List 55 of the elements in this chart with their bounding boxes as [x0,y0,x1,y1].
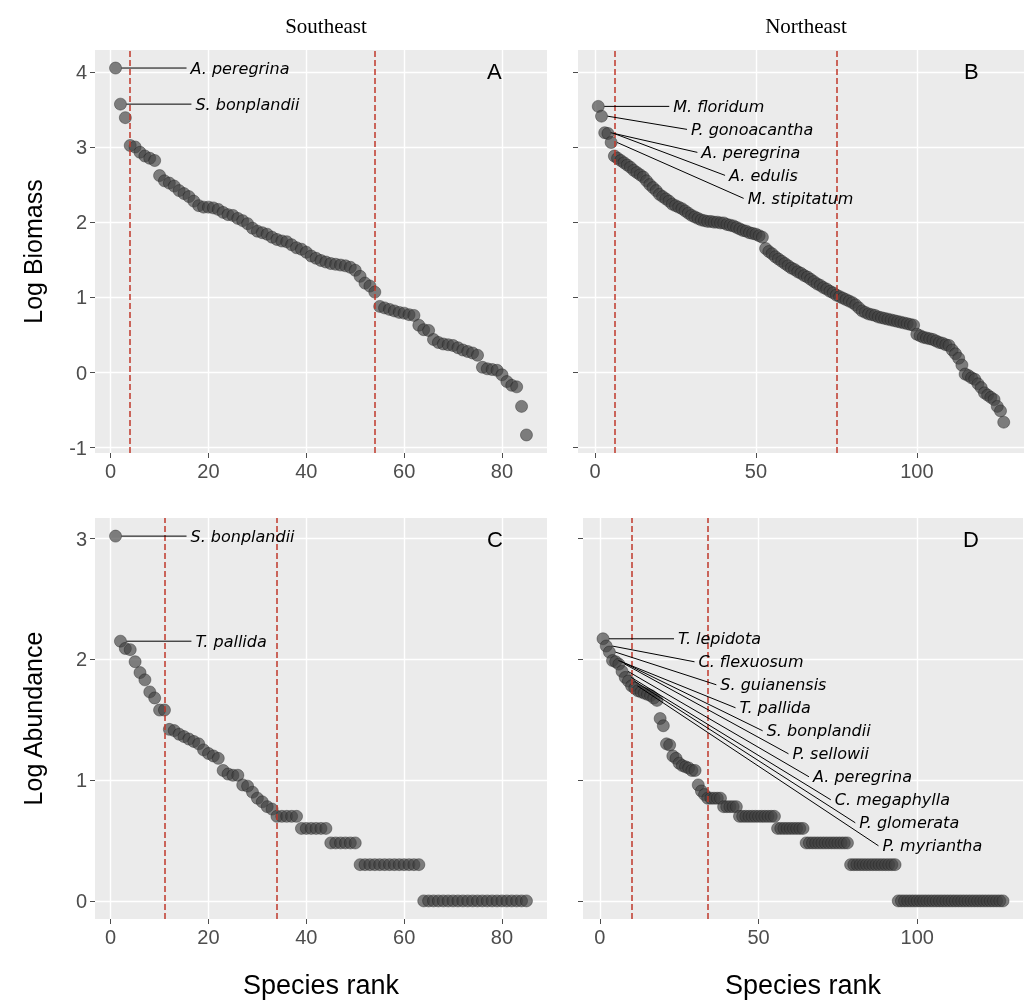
y-tick-label: 4 [75,60,87,83]
y-axis-title: Log Biomass [18,179,47,324]
x-tick-label: 0 [594,926,606,948]
x-tick-label: 20 [197,926,220,948]
x-tick-label: 80 [490,926,514,948]
x-axis-title: Species rank [724,969,882,1000]
x-tick-label: 50 [747,926,770,948]
annotation: A. edulis [728,165,798,185]
y-tick-label: 3 [75,527,87,550]
annotation: T. pallida [739,698,811,718]
x-tick-label: 40 [295,926,318,948]
chart-title: Northeast [765,13,847,38]
annotation: A. peregrina [189,58,290,78]
y-tick-label: 0 [75,889,87,912]
chart-title: Southeast [285,13,367,38]
x-tick-label: 100 [900,926,934,948]
x-tick-label: 60 [393,460,416,482]
annotation: C [487,526,503,552]
y-tick-label: 3 [75,135,87,158]
annotation: P. sellowii [792,744,870,764]
annotation: S. bonplandii [766,721,872,741]
x-axis-title: Species rank [242,969,400,1000]
annotation: B [964,58,979,84]
x-tick-label: 0 [105,926,117,948]
x-tick-label: 60 [393,926,416,948]
annotation: T. lepidota [678,629,761,649]
y-tick-label: 1 [75,769,87,792]
annotation: D [963,526,979,552]
y-tick-label: 2 [75,211,87,234]
y-tick-label: -1 [69,436,87,459]
annotation: P. glomerata [859,813,960,833]
annotation: A [487,58,502,84]
annotation: M. stipitatum [747,188,854,208]
annotation: S. bonplandii [195,94,300,114]
annotation: P. gonoacantha [691,119,814,139]
x-tick-label: 20 [197,460,220,482]
annotation: P. myriantha [882,836,983,856]
y-tick-label: 1 [75,286,87,309]
y-tick-label: 0 [75,361,87,384]
annotation: C. megaphylla [834,790,951,810]
x-tick-label: 40 [295,460,318,482]
annotation: T. pallida [195,631,267,651]
x-tick-label: 0 [589,460,601,482]
annotation: C. flexuosum [698,652,804,672]
annotation: M. floridum [673,96,765,116]
x-tick-label: 80 [490,460,514,482]
annotation: A. peregrina [700,142,801,162]
x-tick-label: 100 [900,460,934,482]
x-tick-label: 0 [105,460,117,482]
y-tick-label: 2 [75,648,87,671]
annotation: A. peregrina [811,767,912,787]
x-tick-label: 50 [744,460,768,482]
annotation: S. bonplandii [190,526,296,546]
y-axis-title: Log Abundance [18,631,47,806]
annotation: S. guianensis [720,675,827,695]
